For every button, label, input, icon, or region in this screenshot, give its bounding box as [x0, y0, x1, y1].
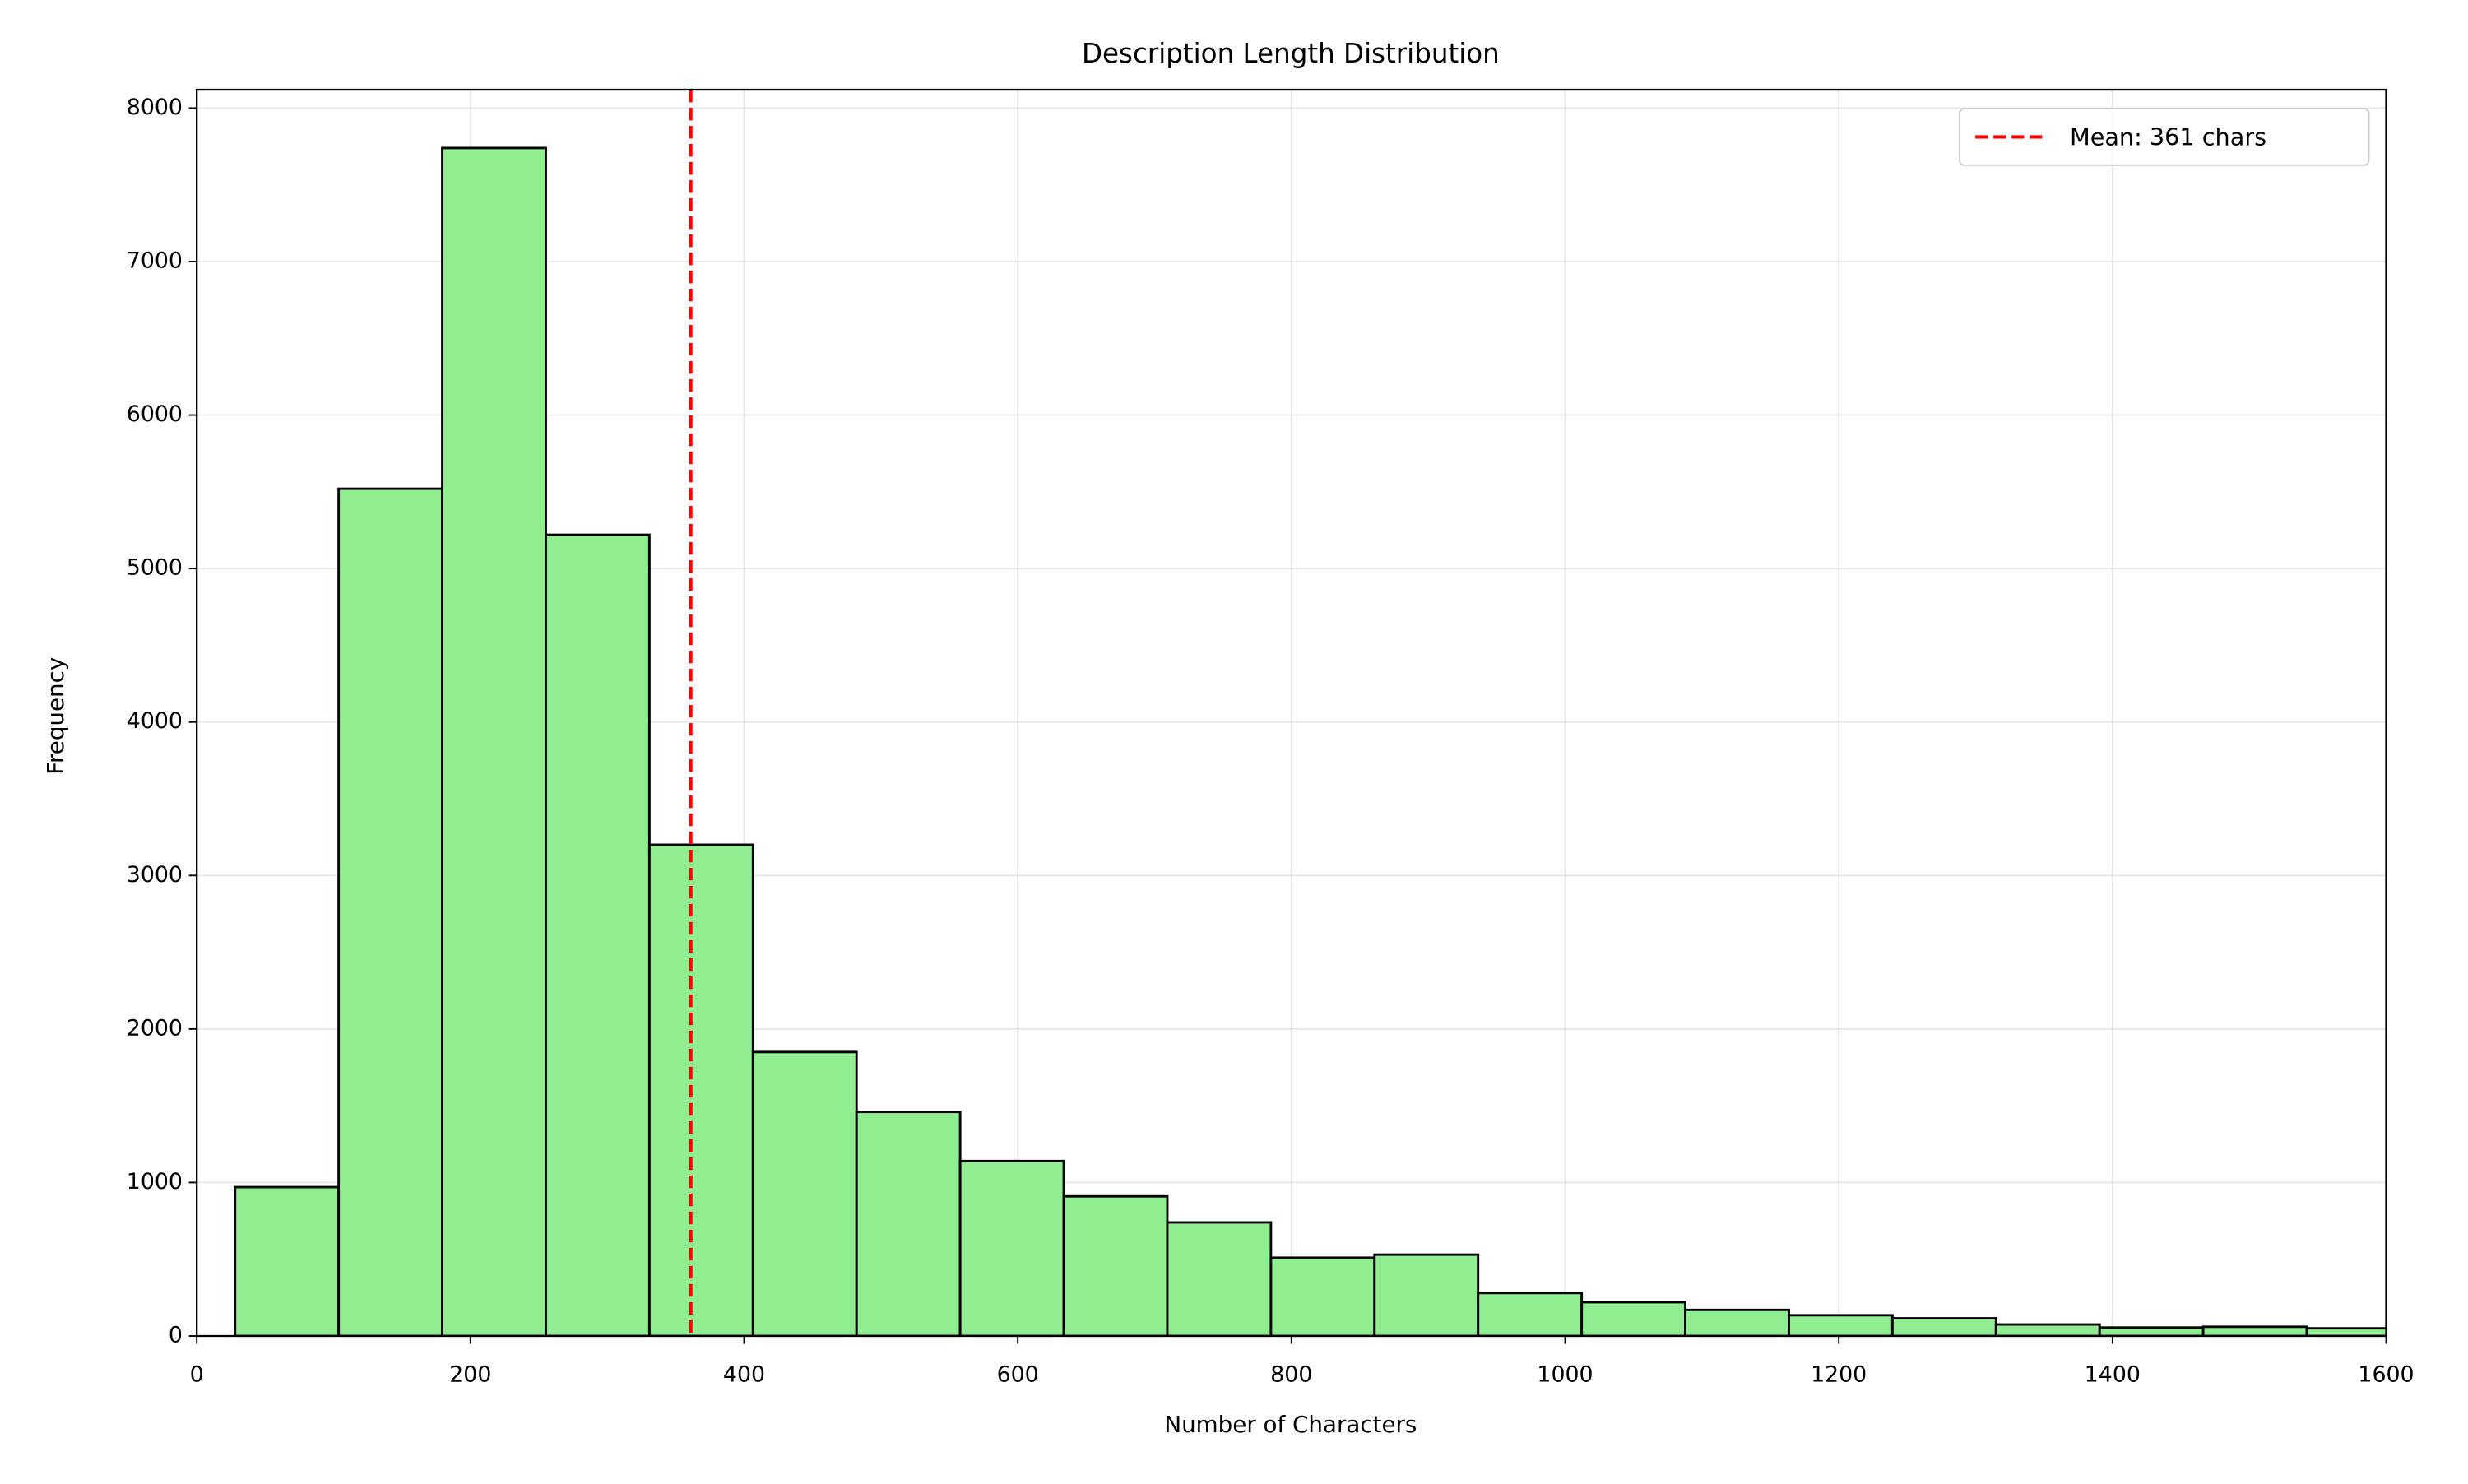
legend-label: Mean: 361 chars	[2070, 123, 2266, 151]
x-axis-label: Number of Characters	[1164, 1411, 1417, 1438]
bar	[1684, 1308, 1790, 1337]
bar	[855, 1111, 962, 1337]
y-tick-label: 3000	[127, 862, 183, 888]
y-tick-label: 6000	[127, 401, 183, 427]
bar	[1062, 1194, 1169, 1337]
bar	[2201, 1325, 2308, 1337]
bar	[1166, 1221, 1273, 1337]
y-tick-label: 8000	[127, 95, 183, 120]
y-tick-label: 7000	[127, 248, 183, 273]
bar	[2098, 1326, 2205, 1337]
bar	[1994, 1323, 2101, 1337]
y-tick-label: 5000	[127, 555, 183, 581]
bar	[1477, 1292, 1584, 1337]
bar	[1890, 1317, 1997, 1337]
overlay: 0 200 400 600 800 1000 1200 1400 1600 0 1000 2000 30…	[127, 88, 2415, 1387]
bar	[647, 843, 754, 1337]
bar	[2305, 1327, 2387, 1337]
bar	[337, 487, 443, 1337]
y-tick-label: 4000	[127, 708, 183, 734]
x-tick-label: 800	[1270, 1361, 1312, 1387]
y-tick-label: 0	[169, 1323, 183, 1348]
bar	[1269, 1256, 1376, 1337]
y-axis-label: Frequency	[42, 657, 69, 775]
bar	[751, 1050, 858, 1337]
x-tick-label: 1400	[2085, 1361, 2141, 1387]
bar	[1373, 1253, 1480, 1337]
bar	[1580, 1301, 1686, 1337]
x-tick-label: 1200	[1811, 1361, 1867, 1387]
bars	[234, 146, 2387, 1337]
x-tick-label: 1600	[2358, 1361, 2414, 1387]
bar	[1788, 1314, 1894, 1337]
chart-title: Description Length Distribution	[1082, 38, 1500, 69]
x-tick-label: 400	[723, 1361, 765, 1387]
y-tick-label: 2000	[127, 1015, 183, 1041]
x-tick-label: 200	[449, 1361, 491, 1387]
x-tick-label: 0	[190, 1361, 204, 1387]
x-tick-label: 600	[997, 1361, 1039, 1387]
y-tick-label: 1000	[127, 1169, 183, 1194]
legend-box	[1959, 108, 2370, 166]
plot-frame	[196, 88, 2387, 1338]
bar	[234, 1185, 341, 1337]
bar	[441, 146, 547, 1337]
bar	[545, 533, 651, 1337]
x-tick-label: 1000	[1537, 1361, 1593, 1387]
bar	[958, 1159, 1065, 1337]
